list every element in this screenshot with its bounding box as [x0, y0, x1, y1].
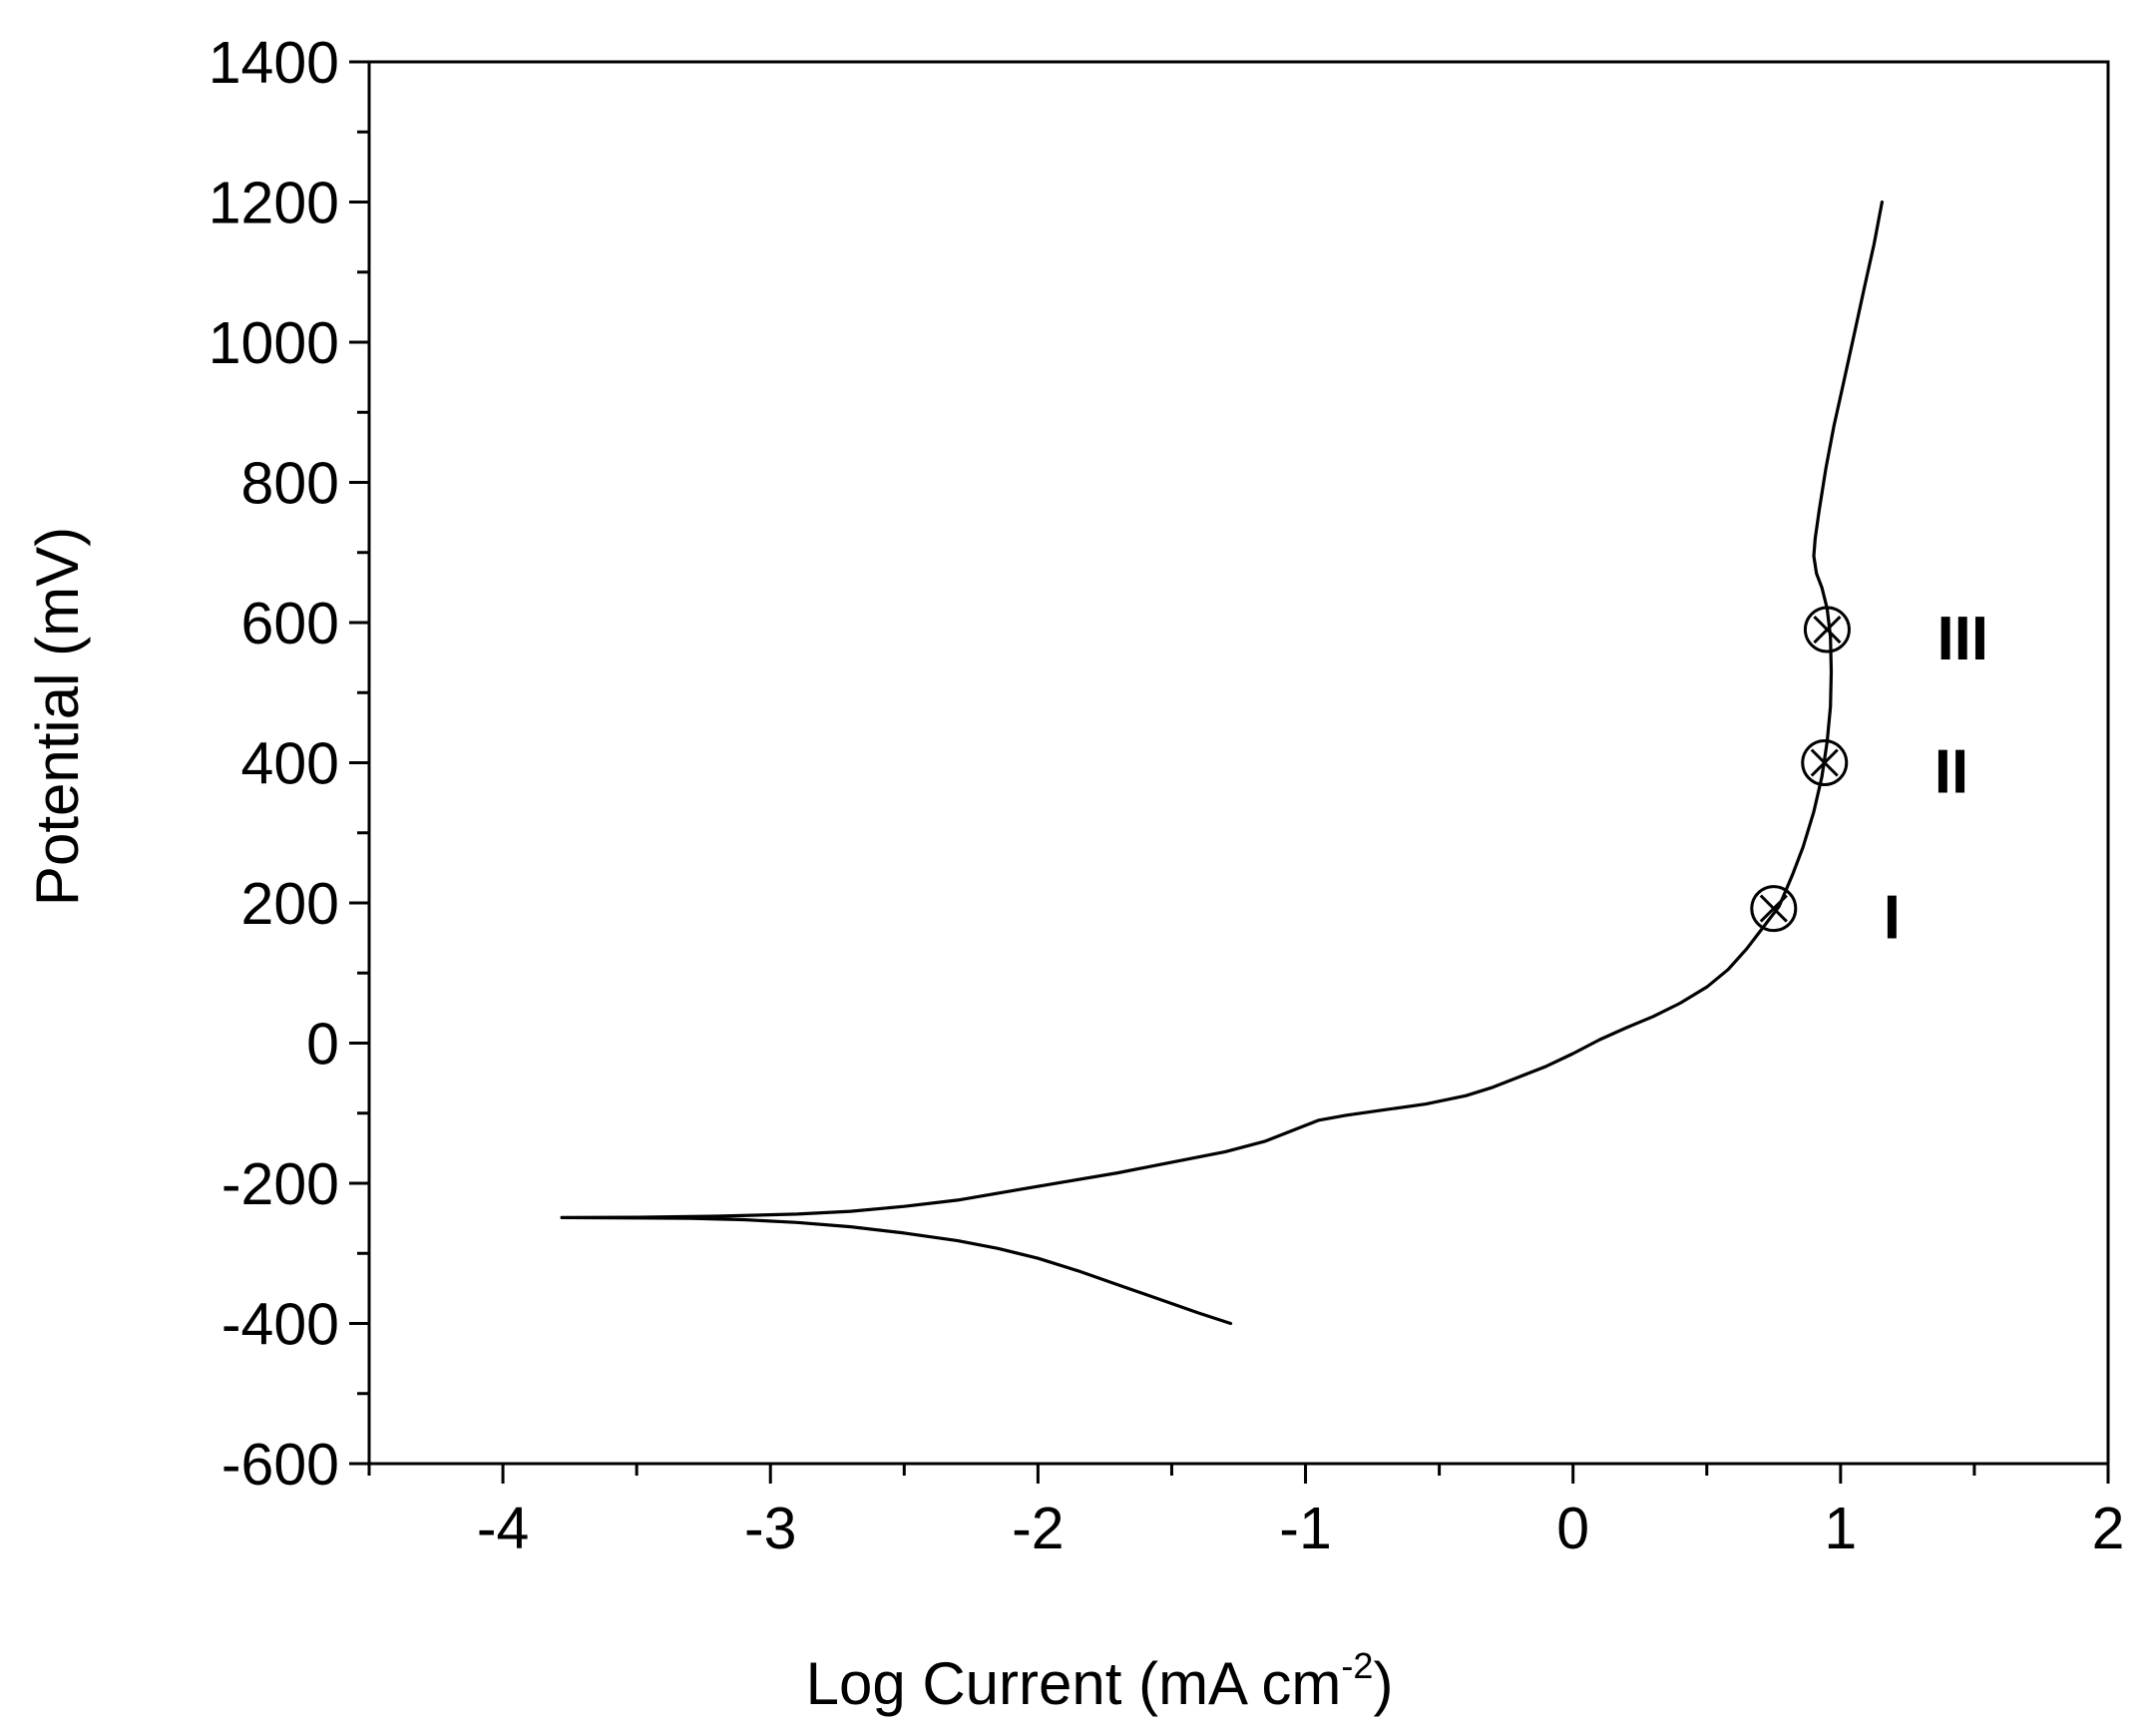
y-tick-label: 600	[241, 591, 339, 656]
marker-III: III	[1803, 605, 1988, 673]
marker-cross-b	[1759, 894, 1788, 923]
y-tick-label: -200	[221, 1151, 339, 1217]
y-tick-label: 800	[241, 451, 339, 517]
x-axis-title-main: Log Current (mA cm	[806, 1650, 1342, 1717]
marker-II: II	[1801, 738, 1968, 807]
y-tick-label: -400	[221, 1292, 339, 1358]
x-tick-label: 2	[2092, 1496, 2125, 1561]
y-tick-label: 200	[241, 871, 339, 937]
x-tick-label: -3	[744, 1496, 796, 1561]
x-tick-label: 0	[1556, 1496, 1589, 1561]
marker-label: I	[1884, 884, 1901, 953]
x-axis-title: Log Current (mA cm-2)	[806, 1645, 1394, 1717]
marker-circle	[1803, 606, 1851, 653]
marker-label: III	[1937, 605, 1988, 673]
y-tick-label: 1200	[209, 171, 339, 236]
series-layer	[560, 200, 1885, 1326]
y-axis-title: Potential (mV)	[24, 527, 91, 906]
x-tick-label: -1	[1279, 1496, 1331, 1561]
x-axis-title-suffix: )	[1373, 1650, 1393, 1717]
marker-circle	[1801, 739, 1849, 786]
marker-label: II	[1935, 738, 1968, 807]
marker-cross-b	[1813, 615, 1842, 645]
marker-cross-b	[1810, 748, 1839, 777]
x-tick-label: -4	[477, 1496, 529, 1561]
x-tick-label: 1	[1824, 1496, 1857, 1561]
y-tick-label: 1000	[209, 310, 339, 376]
polarization-curve	[560, 200, 1885, 1326]
x-axis-title-superscript: -2	[1341, 1645, 1373, 1686]
y-tick-label: -600	[221, 1432, 339, 1498]
marker-I: I	[1750, 884, 1901, 953]
y-tick-label: 1400	[209, 30, 339, 96]
y-tick-label: 400	[241, 731, 339, 797]
x-tick-label: -2	[1012, 1496, 1064, 1561]
ticks-layer: -4 -3 -2 -1 0 1 2 -600 -400 -200 0 200 400 600 800 1000…	[209, 30, 2125, 1561]
y-tick-label: 0	[306, 1012, 339, 1078]
marker-circle	[1750, 885, 1798, 933]
